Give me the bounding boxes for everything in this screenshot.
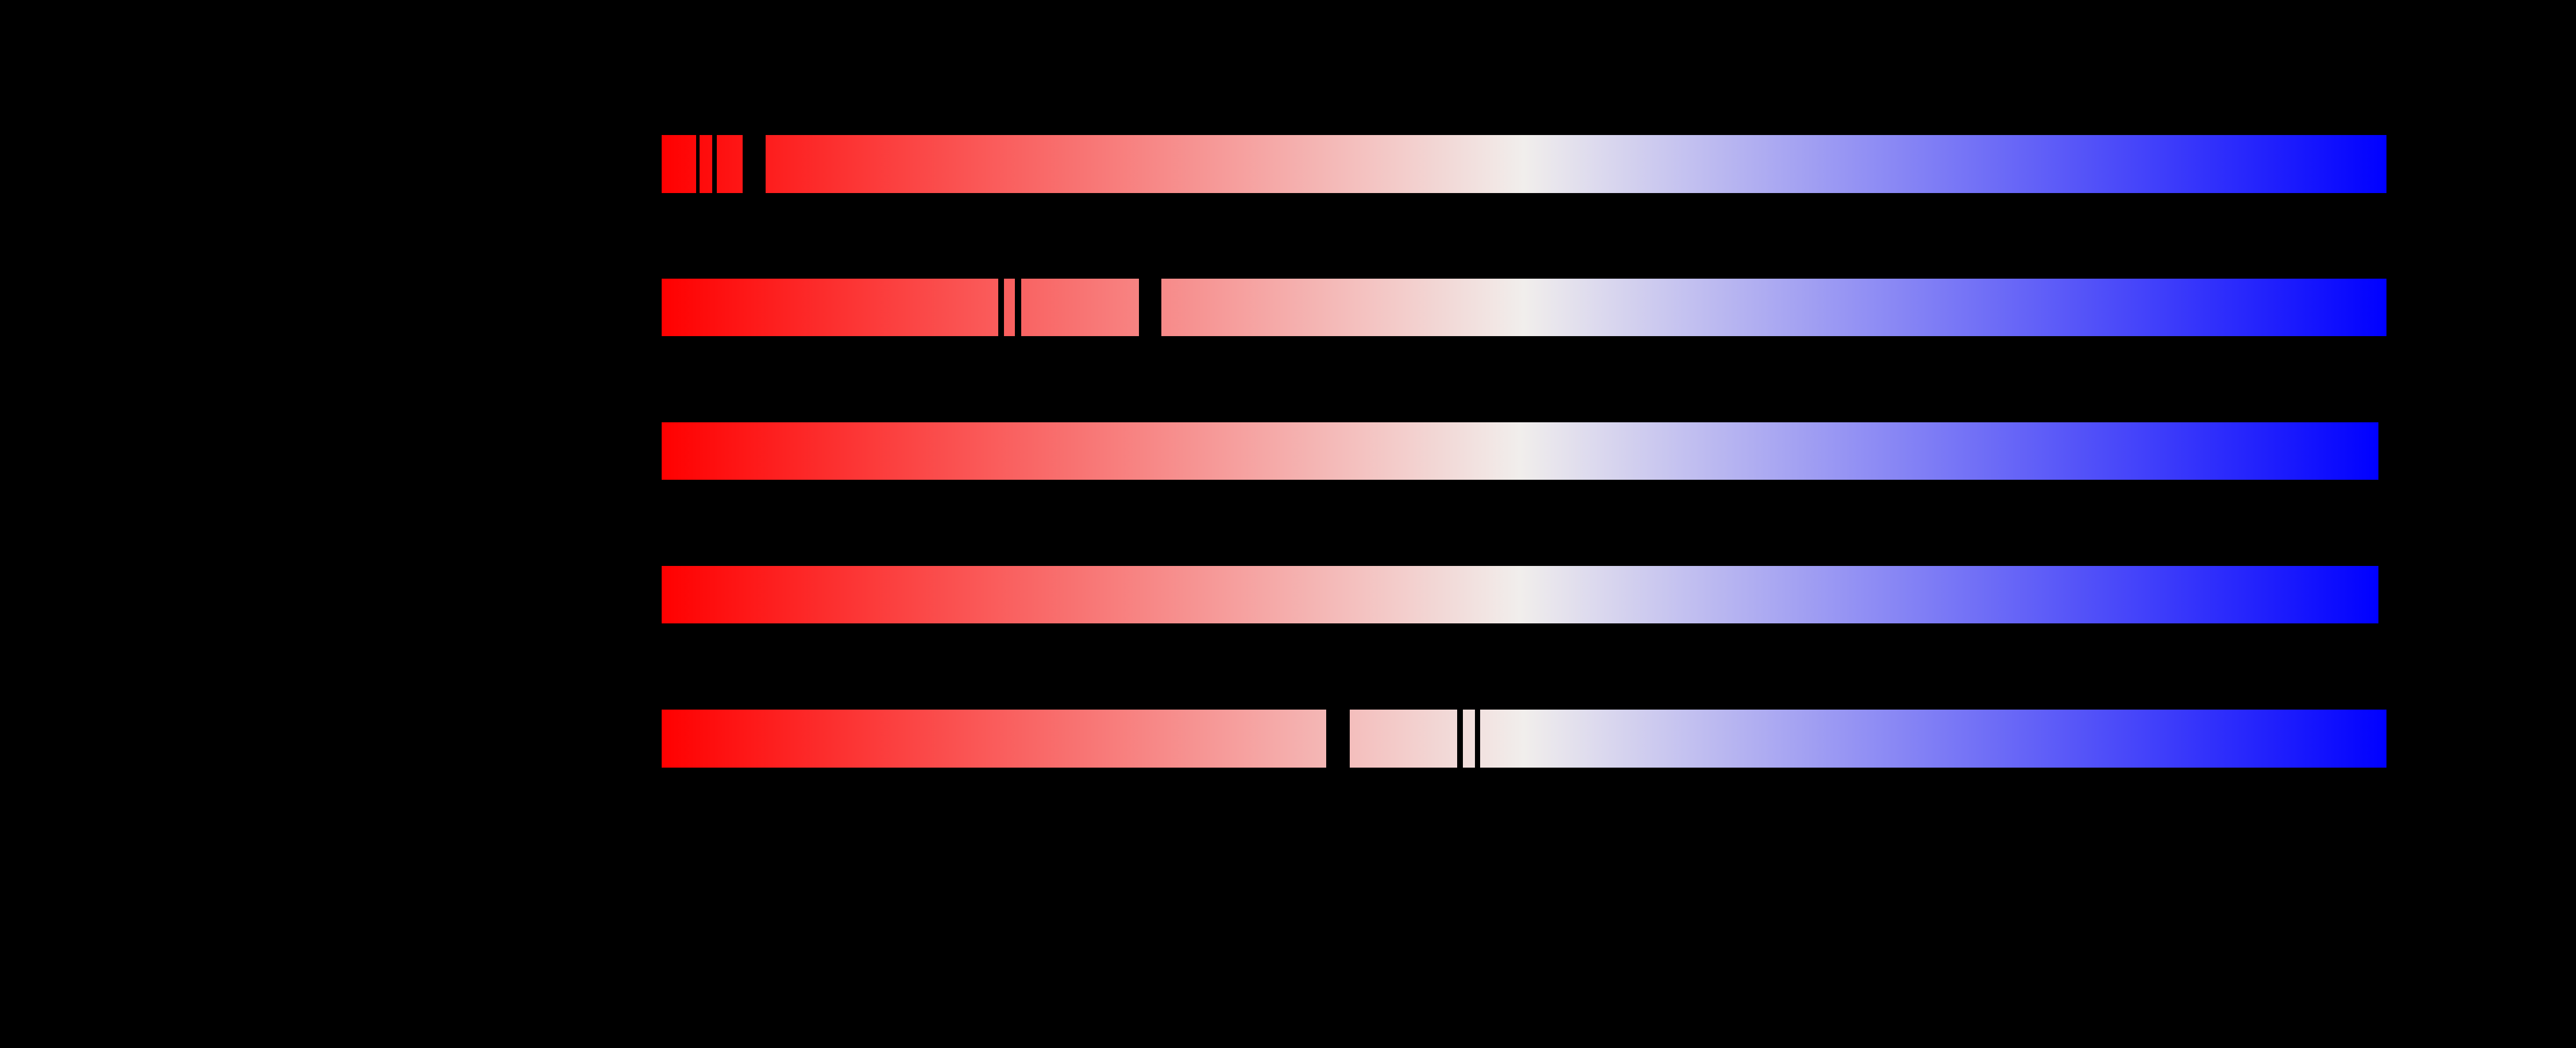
gap-marker — [998, 278, 1004, 337]
gap-marker — [1457, 709, 1463, 768]
gradient-strip-row-1 — [662, 134, 2386, 194]
gap-marker — [743, 134, 766, 194]
gap-marker — [712, 134, 717, 194]
gap-marker — [696, 134, 700, 194]
gap-marker — [1139, 278, 1161, 337]
gradient-strip-row-2 — [662, 278, 2386, 337]
gradient-strip-row-5 — [662, 709, 2386, 768]
gap-marker — [1326, 709, 1350, 768]
gap-marker — [1015, 278, 1021, 337]
gap-marker — [1475, 709, 1480, 768]
gradient-strip-row-3 — [662, 422, 2378, 480]
gradient-strip-row-4 — [662, 566, 2378, 623]
